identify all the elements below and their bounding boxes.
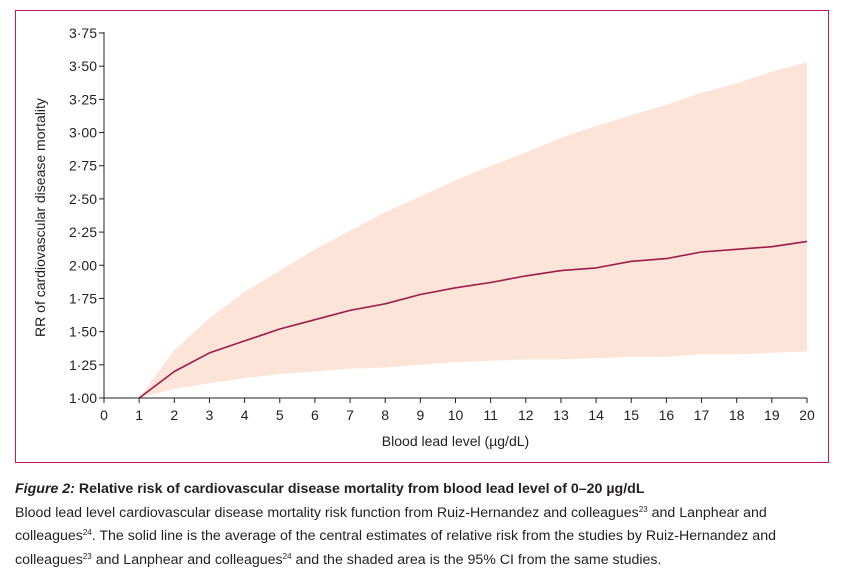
x-tick-label: 5: [276, 407, 284, 423]
x-tick-label: 14: [588, 407, 604, 423]
x-tick-label: 18: [729, 407, 745, 423]
y-tick-label: 2·75: [69, 158, 97, 174]
caption-title: Figure 2: Relative risk of cardiovascula…: [15, 478, 835, 502]
reference-marker: 23: [638, 504, 648, 514]
x-tick-label: 15: [623, 407, 639, 423]
x-tick-label: 2: [170, 407, 178, 423]
figure-frame: [15, 10, 829, 463]
y-tick-label: 3·50: [69, 58, 97, 74]
y-tick-label: 3·00: [69, 125, 97, 141]
y-tick-label: 1·75: [69, 290, 97, 306]
caption-text: and Lanphear and colleagues: [91, 551, 283, 568]
series-line-layer: [138, 240, 808, 399]
x-tick-label: 7: [346, 407, 354, 423]
x-tick-label: 8: [381, 407, 389, 423]
figure-label: Figure 2:: [15, 481, 75, 497]
x-tick-label: 0: [100, 407, 108, 423]
reference-marker: 24: [282, 551, 292, 561]
x-tick-label: 10: [448, 407, 464, 423]
series-line: [138, 240, 808, 399]
ci-band-layer: [139, 62, 807, 398]
caption-title-text: Relative risk of cardiovascular disease …: [74, 481, 645, 497]
y-tick-label: 3·75: [69, 25, 97, 41]
figure-caption: Figure 2: Relative risk of cardiovascula…: [15, 478, 835, 572]
x-tick-label: 1: [135, 407, 143, 423]
reference-marker: 24: [82, 528, 92, 537]
caption-text: and Lanphear and colleagues: [15, 504, 767, 545]
x-tick-label: 20: [799, 407, 815, 423]
x-tick-label: 13: [553, 407, 569, 423]
x-tick-label: 6: [311, 407, 319, 423]
caption-body: Blood lead level cardiovascular disease …: [15, 502, 835, 573]
caption-text: . The solid line is the average of the c…: [15, 528, 776, 568]
y-tick-label: 1·25: [69, 357, 97, 373]
x-tick-label: 9: [416, 407, 424, 423]
reference-marker: 23: [82, 551, 92, 561]
x-tick-label: 4: [241, 407, 249, 423]
x-tick-label: 11: [483, 407, 498, 423]
y-axis-title: RR of cardiovascular disease mortality: [32, 98, 48, 337]
caption-text: Blood lead level cardiovascular disease …: [15, 504, 639, 521]
x-tick-label: 16: [659, 407, 675, 423]
y-tick-label: 2·50: [69, 191, 97, 207]
x-tick-label: 17: [694, 407, 710, 423]
y-tick-label: 1·00: [69, 390, 97, 406]
y-tick-label: 3·25: [69, 91, 97, 107]
x-tick-label: 19: [764, 407, 780, 423]
ci-band: [139, 62, 807, 398]
y-tick-label: 2·25: [69, 224, 97, 240]
x-tick-label: 12: [518, 407, 534, 423]
x-axis-title: Blood lead level (µg/dL): [382, 433, 529, 449]
y-tick-label: 2·00: [69, 257, 97, 273]
y-tick-label: 1·50: [69, 324, 97, 340]
caption-text: and the shaded area is the 95% CI from t…: [291, 551, 662, 568]
chart: 1·00 1·25 1·50 1·75 2·00 2·25 2·50 2·75 3·00 3·25…: [32, 25, 815, 449]
x-tick-label: 3: [206, 407, 214, 423]
ticks: 1·00 1·25 1·50 1·75 2·00 2·25 2·50 2·75 3·00 3·25…: [69, 25, 815, 423]
